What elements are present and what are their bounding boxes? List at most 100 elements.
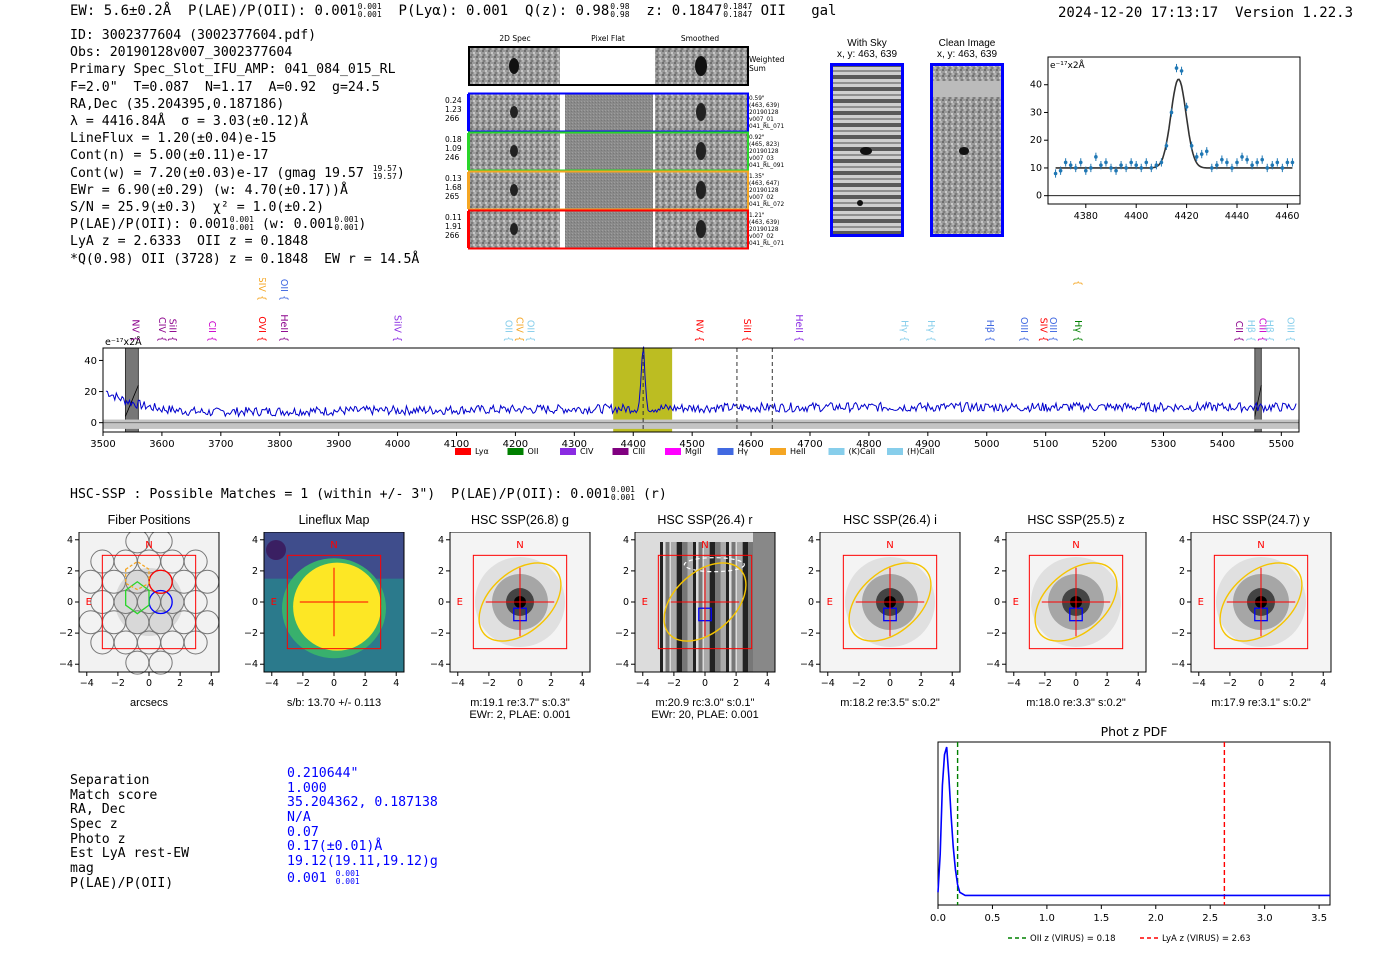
row-right-label: 041_RL_091 [749,163,784,169]
cutout-xtick-label: 2 [177,678,183,689]
zoom-data-point [1139,166,1144,170]
cutout-title: HSC SSP(26.8) g [471,513,569,527]
cutout-xtick-label: −2 [482,678,496,689]
line-marker-label: Hβ { [1264,320,1275,342]
fiber-green [125,580,150,615]
row-source-smoothed [696,103,706,121]
cutout-ytick-label: 4 [623,535,629,546]
zoom-ytick-label: 40 [1030,80,1042,91]
header-qz: Q(z): 0.98 [524,3,610,19]
zoom-data-point [1169,110,1174,115]
cutout-caption: m:19.1 re:3.7" s:0.3" [470,697,570,709]
cutout-ytick-label: 0 [438,597,444,608]
aperture-box [842,554,938,650]
aperture-box [657,554,753,650]
line-marker-label: CIII { [1257,318,1268,342]
row-pixel-flat [565,211,653,248]
line-marker-label: CII { [1233,321,1244,342]
summary-radec: RA,Dec (35.204395,0.187186) [70,96,285,112]
row-right-label: 1.21" [749,213,765,219]
cutout-ytick-label: 2 [994,566,1000,577]
full-xtick-label: 4700 [797,439,822,450]
zoom-ytick-label: 0 [1036,191,1042,202]
full-xtick-label: 4400 [621,439,646,450]
pdf-curve [937,746,1330,897]
row-color-bar [467,211,470,248]
line-marker-label: SiII { [167,319,178,342]
cutout-ytick-label: −4 [615,659,629,670]
row-right-label: 041_RL_071 [749,241,784,247]
zoom-data-point [1194,155,1199,159]
cutout-panel-4: N E −4 −4 −2 −2 0 0 2 2 4 4 [800,532,961,689]
zoom-data-point [1134,163,1138,167]
cutout-title: HSC SSP(25.5) z [1027,513,1125,527]
legend-label: HeII [790,447,806,456]
version: Version 1.22.3 [1235,5,1354,21]
line-marker-label: SIV { [256,278,267,301]
summary-sn: S/N = 25.9(±0.3) χ² = 1.0(±0.2) [70,200,325,216]
row-right-label: v007_03 [749,156,774,162]
fiber-circle [148,532,173,554]
match-table-values: 0.210644" 1.000 35.204362, 0.187138 N/A 0.07… [287,766,438,885]
cutout-xtick-label: 4 [208,678,214,689]
full-xtick-label: 4000 [385,439,410,450]
zoom-xtick-label: 4420 [1175,211,1199,222]
row-left-label: 1.23 [445,105,462,114]
zoom-data-point [1255,160,1259,165]
zoom-data-point [1290,160,1295,165]
r-band-stripe [709,542,716,672]
legend-label: Lyα [475,447,489,456]
zoom-data-point [1154,163,1159,167]
full-axes-frame [102,347,1300,433]
datetime: 2024-12-20 17:13:17 [1058,5,1219,21]
zoom-xtick-label: 4440 [1225,211,1249,222]
match-label: Est LyA rest-EW [70,846,190,862]
fiber-circle [148,650,173,675]
source-ellipse [848,562,932,642]
zoom-data-point [1260,157,1264,162]
line-marker-label: CIII { [1072,278,1083,286]
full-xtick-label: 3500 [90,439,115,450]
cutout-ytick-label: 4 [994,535,1000,546]
cutout-xtick-label: 0 [331,678,337,689]
summary-params: F=2.0" T=0.087 N=1.17 A=0.92 g=24.5 [70,79,380,95]
spectrum-line [105,346,1297,418]
pdf-xtick-label: 2.5 [1202,913,1218,924]
zoom-data-point [1204,149,1209,154]
match-label: Separation [70,773,150,788]
cutout-xtick-label: 2 [362,678,368,689]
summary-id: ID: 3002377604 (3002377604.pdf) [70,28,317,43]
source-ellipse [1034,562,1118,642]
line-marker-label: CIV { [514,317,525,342]
row-source-smoothed [696,142,706,160]
cutout-ytick-label: −2 [1171,628,1185,639]
line-marker-label: Hβ { [1245,320,1256,342]
line-marker-label: HeII { [278,314,289,342]
line-marker-label: HeII { [793,314,804,342]
row-left-label: 246 [445,153,460,162]
spec2d-col-header: Smoothed [681,34,720,43]
row-right-label: v007_02 [749,195,774,201]
pdf-xtick-label: 0.0 [930,913,946,924]
weighted-label: Weighted [749,55,785,64]
cutout-ytick-label: 4 [438,535,444,546]
legend-swatch [507,448,524,455]
cutout-xtick-label: −2 [1038,678,1052,689]
zoom-data-point [1179,69,1184,73]
cutout-xtick-label: 0 [517,678,523,689]
zoom-data-point [1210,166,1214,170]
north-mark: N [701,540,708,551]
row-right-label: 0.92" [749,135,765,141]
cutout-ytick-label: 0 [994,597,1000,608]
header-summary-line: EW: 5.6±0.2Å P(LAE)/P(OII): 0.001 0.001 0.… [70,2,837,20]
east-mark: E [1013,597,1019,608]
zoom-data-point [1174,66,1179,70]
aperture-box [286,554,382,650]
cutout-xtick-label: 4 [764,678,770,689]
cutout-ytick-label: 0 [252,597,258,608]
legend-label: OII [528,447,539,456]
zoom-data-point [1078,160,1083,165]
detection-summary: ID: 3002377604 (3002377604.pdf) Obs: 201… [70,27,419,268]
zoom-data-point [1144,160,1149,165]
r-band-stripe [720,542,729,672]
